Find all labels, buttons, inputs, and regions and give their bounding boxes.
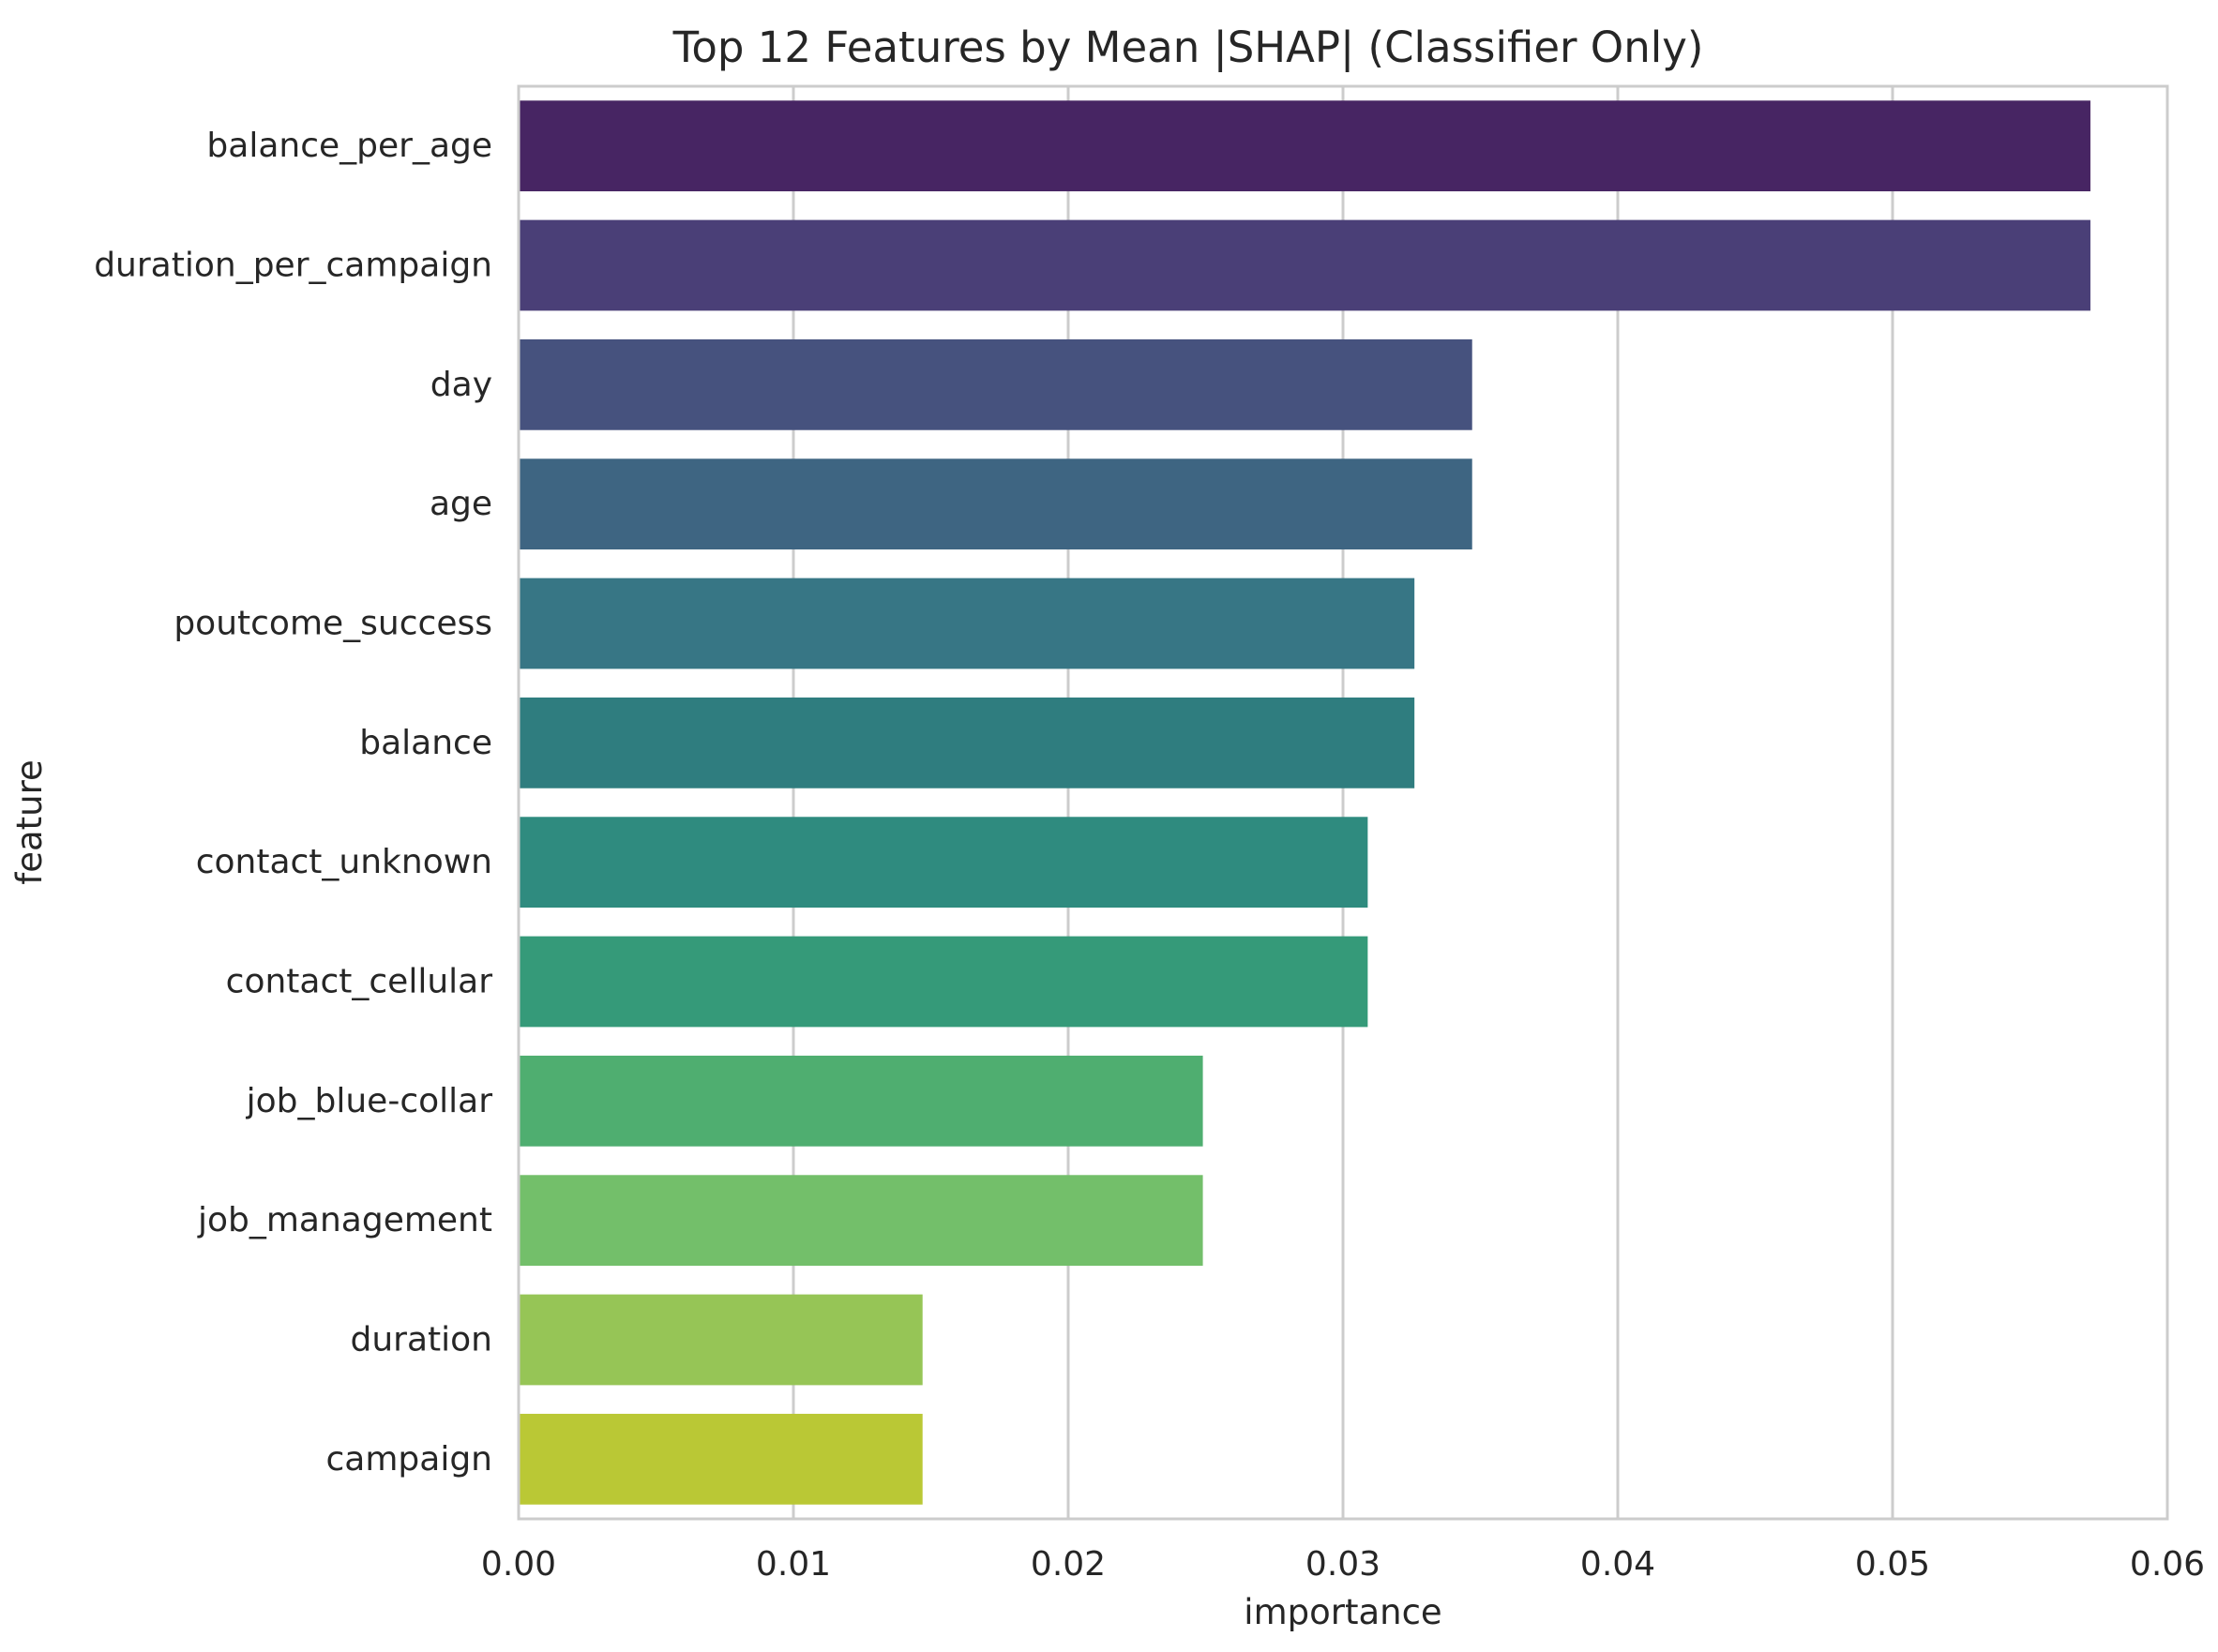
y-tick-label: contact_cellular xyxy=(226,963,493,1001)
y-tick-label: balance xyxy=(359,724,492,762)
y-tick-label: job_management xyxy=(197,1201,492,1239)
bar-contact_cellular xyxy=(519,936,1368,1028)
x-tick-label: 0.05 xyxy=(1855,1545,1930,1584)
y-tick-label: day xyxy=(430,366,492,404)
bar-day xyxy=(519,338,1472,430)
bars xyxy=(519,100,2090,1505)
x-tick-label: 0.02 xyxy=(1031,1545,1106,1584)
y-tick-label: duration xyxy=(351,1321,493,1359)
x-tick-label: 0.00 xyxy=(481,1545,556,1584)
bar-job_blue-collar xyxy=(519,1055,1203,1147)
y-axis-label: feature xyxy=(9,759,50,885)
plot-frame xyxy=(517,84,2169,1521)
y-tick-label: job_blue-collar xyxy=(246,1082,493,1120)
y-tick-label: campaign xyxy=(325,1440,492,1479)
x-tick-label: 0.06 xyxy=(2130,1545,2205,1584)
y-tick-label: balance_per_age xyxy=(206,127,492,165)
x-tick-label: 0.03 xyxy=(1305,1545,1381,1584)
y-tick-label: poutcome_success xyxy=(174,605,492,643)
x-tick-label: 0.04 xyxy=(1580,1545,1655,1584)
bar-age xyxy=(519,458,1472,550)
bar-duration_per_campaign xyxy=(519,219,2090,311)
bar-campaign xyxy=(519,1413,923,1505)
bar-contact_unknown xyxy=(519,817,1368,909)
y-tick-label: contact_unknown xyxy=(196,843,492,881)
x-axis-label: importance xyxy=(1244,1592,1441,1632)
x-tick-labels: 0.00 0.01 0.02 0.03 0.04 0.05 0.06 xyxy=(481,1545,2205,1584)
bar-balance xyxy=(519,697,1415,788)
bar-duration xyxy=(519,1294,923,1386)
y-tick-label: duration_per_campaign xyxy=(94,247,492,285)
chart-title: Top 12 Features by Mean |SHAP| (Classifi… xyxy=(672,23,1704,72)
x-tick-label: 0.01 xyxy=(756,1545,831,1584)
bar-job_management xyxy=(519,1175,1203,1267)
bar-balance_per_age xyxy=(519,100,2090,192)
bar-poutcome_success xyxy=(519,578,1415,669)
y-tick-label: age xyxy=(430,485,492,523)
